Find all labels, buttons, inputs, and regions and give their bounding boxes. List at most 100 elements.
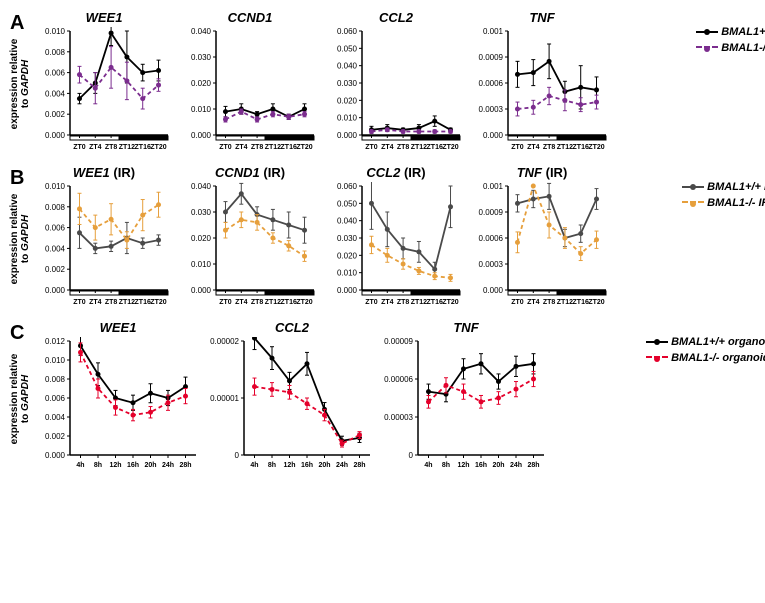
svg-text:0.00006: 0.00006 [384,375,413,384]
yaxis-label: expression relativeto GAPDH [9,24,31,144]
svg-text:ZT12: ZT12 [557,144,573,151]
svg-text:24h: 24h [510,462,522,469]
svg-text:0.000: 0.000 [337,131,358,140]
svg-text:ZT20: ZT20 [150,144,166,151]
panel-C: CWEE10.0000.0020.0040.0060.0080.0100.012… [10,320,765,477]
svg-text:20h: 20h [144,462,156,469]
svg-text:0.008: 0.008 [45,203,66,212]
svg-text:ZT4: ZT4 [89,299,102,306]
svg-text:0.0003: 0.0003 [479,260,504,269]
svg-text:0: 0 [409,451,414,460]
svg-text:ZT8: ZT8 [251,299,264,306]
legend-item: BMAL1+/+ IR [682,181,765,193]
svg-text:0.010: 0.010 [191,260,212,269]
svg-text:0.008: 0.008 [45,375,66,384]
svg-text:ZT12: ZT12 [265,144,281,151]
legend: BMAL1+/+ BMAL1-/- [696,10,765,58]
chart-svg: 0.0000.0020.0040.0060.0080.010ZT0ZT4ZT8Z… [34,182,174,312]
chart: CCND1 (IR)0.0000.0100.0200.0300.040ZT0ZT… [180,165,320,312]
svg-text:ZT0: ZT0 [73,299,86,306]
svg-text:0: 0 [235,451,240,460]
svg-text:16h: 16h [127,462,139,469]
chart-title: CCL2 (IR) [326,165,466,180]
svg-text:0.0003: 0.0003 [479,105,504,114]
svg-text:20h: 20h [492,462,504,469]
svg-text:0.060: 0.060 [337,182,358,191]
svg-text:ZT20: ZT20 [442,144,458,151]
chart-title: CCND1 [180,10,320,25]
svg-text:0.006: 0.006 [45,394,66,403]
svg-text:16h: 16h [475,462,487,469]
svg-text:ZT8: ZT8 [397,144,410,151]
svg-text:ZT20: ZT20 [588,299,604,306]
svg-text:0.030: 0.030 [191,208,212,217]
svg-text:ZT0: ZT0 [219,144,232,151]
svg-text:0.010: 0.010 [45,356,66,365]
svg-text:0.020: 0.020 [191,234,212,243]
svg-text:0.012: 0.012 [45,337,66,346]
svg-text:ZT8: ZT8 [543,299,556,306]
legend-item: BMAL1-/- [696,42,765,54]
chart-svg: 0.0000.0020.0040.0060.0080.010ZT0ZT4ZT8Z… [34,27,174,157]
svg-text:0.000: 0.000 [483,131,504,140]
legend-item: BMAL1+/+ organoid [646,336,765,348]
svg-text:8h: 8h [94,462,102,469]
chart-title: TNF [472,10,612,25]
svg-text:8h: 8h [268,462,276,469]
svg-text:24h: 24h [162,462,174,469]
chart-title: TNF (IR) [472,165,612,180]
svg-text:28h: 28h [527,462,539,469]
svg-text:ZT4: ZT4 [89,144,102,151]
svg-text:0.006: 0.006 [45,69,66,78]
svg-text:0.040: 0.040 [337,62,358,71]
svg-text:0.000: 0.000 [45,286,66,295]
svg-text:0.002: 0.002 [45,432,66,441]
svg-text:ZT20: ZT20 [296,144,312,151]
svg-text:ZT12: ZT12 [411,144,427,151]
charts-container: WEE10.0000.0020.0040.0060.0080.010ZT0ZT4… [34,10,694,157]
chart-svg: 0.0000.0100.0200.0300.0400.0500.060ZT0ZT… [326,182,466,312]
svg-text:0.030: 0.030 [191,53,212,62]
svg-text:0.030: 0.030 [337,234,358,243]
chart: WEE10.0000.0020.0040.0060.0080.010ZT0ZT4… [34,10,174,157]
charts-container: WEE10.0000.0020.0040.0060.0080.0100.0124… [34,320,644,477]
chart-svg: 0.0000.0100.0200.0300.0400.0500.060ZT0ZT… [326,27,466,157]
svg-text:0.002: 0.002 [45,265,66,274]
chart: TNF0.0000.00030.00060.00090.001ZT0ZT4ZT8… [472,10,612,157]
svg-text:ZT8: ZT8 [397,299,410,306]
svg-text:ZT0: ZT0 [219,299,232,306]
legend-item: BMAL1-/- organoid [646,352,765,364]
svg-text:0.000: 0.000 [45,451,66,460]
svg-text:0.020: 0.020 [337,251,358,260]
svg-text:0.0009: 0.0009 [479,208,504,217]
svg-text:16h: 16h [301,462,313,469]
svg-text:0.0009: 0.0009 [479,53,504,62]
legend-item: BMAL1-/- IR [682,197,765,209]
svg-text:28h: 28h [179,462,191,469]
svg-text:8h: 8h [442,462,450,469]
panel-A: AWEE10.0000.0020.0040.0060.0080.010ZT0ZT… [10,10,765,157]
svg-text:ZT20: ZT20 [296,299,312,306]
chart-svg: 00.000010.000024h8h12h16h20h24h28h [208,337,376,477]
svg-text:4h: 4h [76,462,84,469]
svg-text:0.008: 0.008 [45,48,66,57]
legend-item: BMAL1+/+ [696,26,765,38]
svg-text:0.002: 0.002 [45,110,66,119]
chart-title: CCL2 [326,10,466,25]
chart: CCL2 (IR)0.0000.0100.0200.0300.0400.0500… [326,165,466,312]
svg-text:ZT8: ZT8 [105,144,118,151]
svg-text:0.040: 0.040 [191,27,212,36]
svg-text:ZT0: ZT0 [73,144,86,151]
svg-text:ZT12: ZT12 [411,299,427,306]
svg-text:ZT20: ZT20 [150,299,166,306]
svg-text:0.020: 0.020 [191,79,212,88]
yaxis-label: expression relativeto GAPDH [9,339,31,459]
svg-text:0.00003: 0.00003 [384,413,413,422]
svg-text:0.000: 0.000 [483,286,504,295]
chart-svg: 0.0000.0020.0040.0060.0080.0100.0124h8h1… [34,337,202,477]
svg-text:ZT16: ZT16 [573,144,589,151]
svg-text:0.00001: 0.00001 [210,394,239,403]
yaxis-label: expression relativeto GAPDH [9,179,31,299]
svg-text:ZT8: ZT8 [543,144,556,151]
svg-text:0.001: 0.001 [483,27,504,36]
